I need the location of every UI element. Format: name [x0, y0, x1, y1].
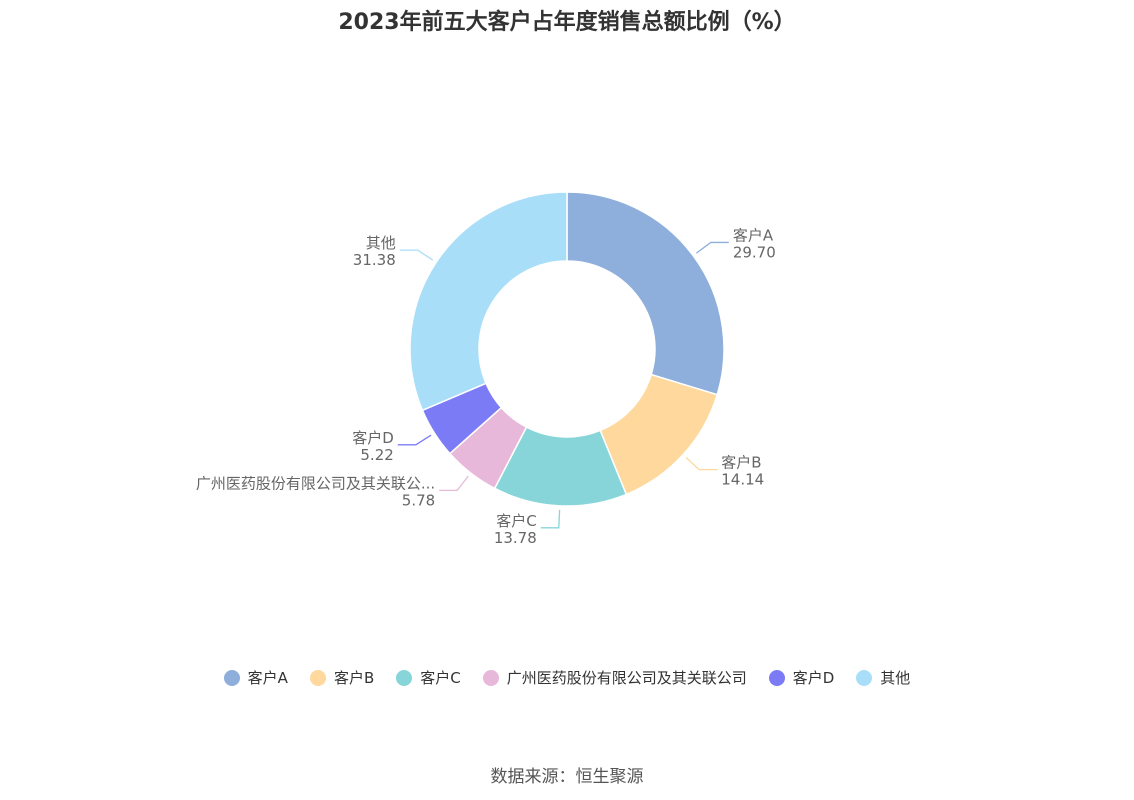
leader-lines-group [397, 241, 729, 529]
slice-label-value-1: 29.70 [733, 243, 776, 261]
legend-label: 客户C [420, 669, 461, 687]
legend-label: 客户D [792, 669, 835, 687]
legend-item-5[interactable]: 客户D [768, 667, 835, 688]
leader-line-5 [397, 434, 432, 446]
leader-line-3 [540, 509, 561, 529]
legend-label: 客户A [247, 669, 288, 687]
legend-item-2[interactable]: 客户B [309, 667, 375, 688]
legend-marker-icon [396, 669, 413, 686]
legend-item-3[interactable]: 客户C [396, 667, 461, 688]
chart-title: 2023年前五大客户占年度销售总额比例（%） [338, 10, 796, 35]
legend-item-1[interactable]: 客户A [223, 667, 288, 688]
slice-1 [566, 191, 725, 396]
legend-label: 广州医药股份有限公司及其关联公司 [506, 669, 747, 687]
slice-label-value-3: 13.78 [494, 529, 537, 547]
slice-label-value-5: 5.22 [360, 446, 393, 464]
legend-item-6[interactable]: 其他 [856, 667, 910, 688]
legend-marker-icon [768, 669, 785, 686]
slice-6 [409, 191, 568, 412]
slice-label-value-2: 14.14 [721, 471, 764, 489]
slice-label-value-4: 5.78 [402, 491, 435, 509]
slice-label-name-1: 客户A [733, 226, 774, 244]
legend-label: 客户B [333, 669, 375, 687]
slice-label-name-5: 客户D [352, 429, 394, 447]
leader-line-6 [399, 249, 434, 261]
legend-item-4[interactable]: 广州医药股份有限公司及其关联公司 [482, 667, 747, 688]
legend: 客户A 客户B 客户C 广州医药股份有限公司及其关联公司 客户D 其他 [0, 667, 1134, 688]
legend-marker-icon [309, 669, 326, 686]
slice-label-name-2: 客户B [721, 454, 761, 472]
leader-line-2 [685, 457, 718, 471]
leader-line-4 [439, 475, 469, 492]
slice-label-name-3: 客户C [496, 512, 536, 530]
leader-line-1 [695, 241, 729, 254]
legend-label: 其他 [880, 669, 911, 687]
slice-label-value-6: 31.38 [353, 251, 396, 269]
slices-group [409, 191, 725, 507]
slice-label-name-4: 广州医药股份有限公司及其关联公... [196, 474, 435, 492]
source-note: 数据来源：恒生聚源 [490, 767, 644, 787]
legend-marker-icon [223, 669, 240, 686]
legend-marker-icon [482, 669, 499, 686]
legend-marker-icon [856, 669, 873, 686]
slice-label-name-6: 其他 [366, 234, 396, 252]
